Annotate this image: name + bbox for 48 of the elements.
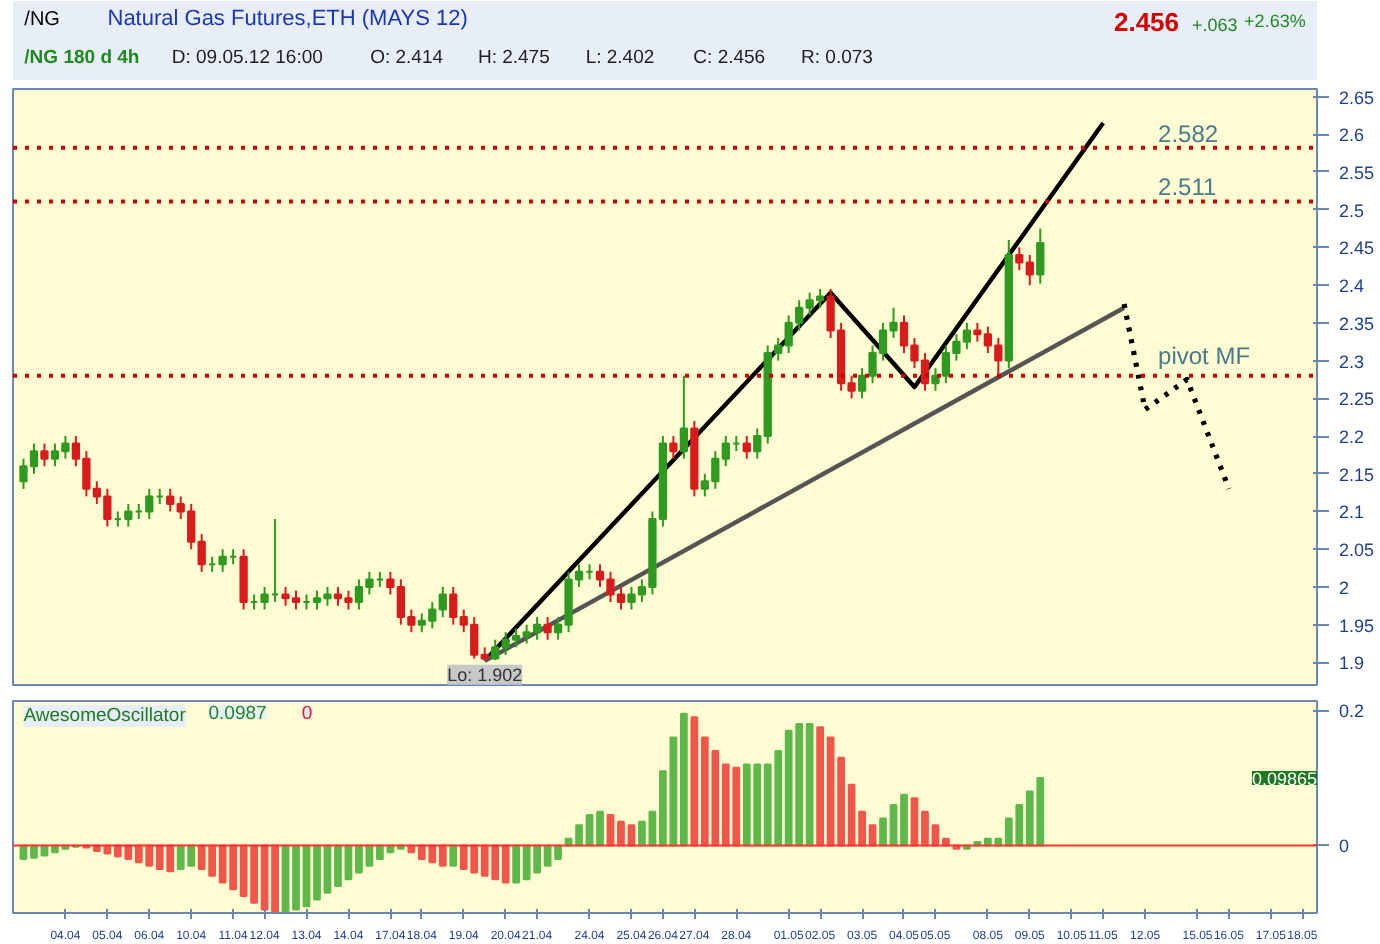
candlestick (742, 435, 751, 460)
chart-title: Natural Gas Futures,ETH (MAYS 12) (107, 7, 468, 31)
candlestick (1036, 227, 1045, 285)
text: C: 2.456 (693, 47, 766, 69)
y-tick-label: 2.6 (1339, 125, 1365, 146)
text: /NG 180 d 4h (24, 47, 140, 69)
y-tick-label: 2.5 (1339, 200, 1365, 221)
y-tick-label: 2 (1339, 577, 1350, 598)
annotation: Lo: 1.902 (447, 664, 523, 685)
y-tick-label: 2.1 (1339, 502, 1365, 523)
text: R: 0.073 (801, 47, 873, 69)
text: 2.456 (1113, 7, 1180, 37)
y-tick-label: 2.45 (1339, 238, 1375, 259)
chart-title: AwesomeOscillator (23, 705, 186, 727)
text: +.063 (1192, 15, 1238, 35)
annotation: 0.0987 (208, 703, 267, 725)
text: D: 09.05.12 16:00 (171, 47, 323, 69)
text: H: 2.475 (477, 47, 550, 69)
y-tick-label: 2.4 (1339, 276, 1365, 297)
y-tick-label: 2.3 (1339, 351, 1365, 372)
y-tick-label: 2.05 (1339, 540, 1375, 561)
y-tick-label: 0 (1339, 836, 1350, 857)
y-tick-label: 2.15 (1339, 464, 1375, 485)
ref-line-label: 2.582 (1158, 119, 1219, 148)
y-tick-label: 1.95 (1339, 615, 1375, 636)
y-tick-label: 2.25 (1339, 389, 1375, 410)
y-tick-label: 2.2 (1339, 427, 1365, 448)
text: +2.63% (1244, 11, 1306, 31)
candlestick (40, 442, 49, 468)
annotation: 0 (301, 703, 313, 725)
text: O: 2.414 (370, 47, 444, 69)
ref-line-label: 2.511 (1158, 173, 1218, 202)
candlestick (669, 435, 678, 460)
y-tick-label: 2.35 (1339, 313, 1375, 334)
bar (449, 844, 458, 867)
ref-line-label: pivot MF (1158, 341, 1251, 370)
candlestick (543, 616, 552, 641)
candlestick (239, 548, 248, 611)
y-tick-label: 0.2 (1339, 701, 1365, 722)
y-tick-label: 2.55 (1339, 162, 1375, 183)
candlestick (931, 367, 940, 392)
text: L: 2.402 (585, 47, 655, 69)
candlestick (857, 367, 867, 400)
candlestick (679, 374, 689, 460)
y-tick-label: 2.65 (1339, 87, 1375, 108)
annotation: 0.09865 (1251, 768, 1318, 789)
y-tick-label: 1.9 (1339, 653, 1365, 674)
text: /NG (24, 9, 61, 31)
